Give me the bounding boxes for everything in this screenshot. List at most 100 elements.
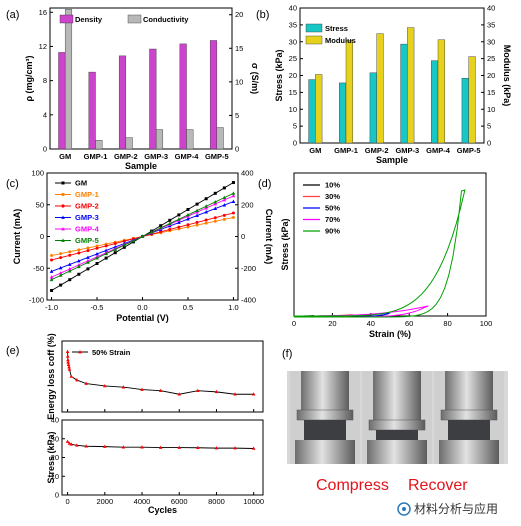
c-ytick-4: 100 (31, 169, 44, 178)
b-ytick-3: 15 (289, 88, 297, 97)
e-bottom-point-11 (214, 446, 219, 450)
b-ytick-0: 0 (293, 139, 297, 148)
c-point-gmp-2-5 (95, 246, 99, 250)
c-point-gmp-5-8 (122, 243, 127, 247)
a-bar-density-2 (118, 55, 127, 150)
e-top-point-13 (158, 388, 163, 392)
platen-head-recovered (440, 409, 498, 421)
platen-head-compressed (368, 419, 426, 431)
e-bottom-ytick-4: 40 (51, 416, 59, 425)
c-ytick-3: 50 (36, 200, 44, 209)
aerogel-sample-compressed (376, 430, 418, 440)
panel-label-b: (b) (256, 9, 269, 21)
a-bar-density-0 (58, 52, 66, 150)
e-bottom-point-4 (84, 444, 88, 448)
c-point-gmp-2-1 (59, 256, 63, 260)
e-legend-marker (78, 350, 82, 354)
d-plot-frame (293, 172, 487, 317)
a-xtick-1: GMP-1 (84, 152, 108, 161)
c-point-gmp-3-1 (58, 265, 63, 270)
b-bar-stress-1 (339, 82, 347, 144)
b-xtick-2: GMP-2 (365, 146, 389, 155)
a-ylabel-right: σ (S/m) (250, 63, 260, 94)
a-ytick-3: 12 (39, 42, 47, 51)
d-legend-label-2: 50% (325, 204, 340, 213)
compression-photos: Compress Recover (287, 371, 508, 494)
e-top-point-9 (84, 381, 88, 385)
lower-platen-initial (295, 440, 355, 464)
d-legend-label-4: 90% (325, 227, 340, 236)
a-ytick-1: 4 (43, 110, 47, 119)
c-point-gmp-3-16 (195, 213, 199, 217)
c-legend-marker-2 (61, 204, 65, 208)
b-legend-swatch-0 (305, 23, 323, 33)
c-xlabel: Potential (V) (116, 313, 169, 323)
e-bottom-point-12 (233, 446, 237, 450)
c-point-gmp-3-7 (113, 244, 118, 249)
a-ytick-0: 0 (43, 145, 47, 154)
c-point-gmp-2-18 (213, 216, 217, 220)
c-point-gmp-2-6 (104, 244, 108, 248)
c-point-gmp-1-15 (186, 225, 190, 229)
a-bar-conductivity-3 (155, 129, 164, 150)
e-top-point-2 (66, 357, 70, 362)
c-point-gm-7 (113, 251, 117, 255)
b-xlabel: Sample (376, 155, 408, 165)
c-point-gmp-1-0 (50, 254, 54, 258)
c-point-gm-0 (50, 288, 54, 292)
c-point-gmp-3-2 (67, 262, 72, 266)
platen-head-initial (296, 409, 354, 421)
b-ytick-8: 40 (289, 4, 297, 13)
e-top-series-line (67, 351, 254, 395)
c-point-gmp-2-3 (77, 251, 81, 255)
c-point-gmp-5-1 (58, 273, 63, 277)
chart-d-stress-strain: 0 20 40 60 80 100 Strain (%) Stress (kPa) 10% 30%… (280, 172, 492, 339)
c-ytick-2: 0 (40, 232, 44, 241)
b-ytick-6: 30 (289, 37, 297, 46)
c-point-gm-13 (168, 218, 172, 222)
c-point-gmp-5-19 (222, 195, 227, 200)
c-point-gmp-3-19 (222, 203, 227, 207)
c-point-gmp-1-17 (204, 221, 208, 225)
c-point-gmp-5-6 (104, 251, 108, 256)
d-xlabel: Strain (%) (369, 329, 411, 339)
a-bar-conductivity-0 (64, 9, 73, 150)
c-point-gmp-3-13 (167, 224, 172, 228)
e-top-point-5 (67, 365, 71, 369)
c-point-gmp-2-17 (204, 218, 208, 222)
e-bottom-ytick-1: 10 (51, 472, 59, 481)
e-bottom-point-0 (65, 439, 70, 443)
e-top-point-16 (214, 389, 219, 394)
e-top-point-0 (65, 349, 70, 353)
b-xtick-4: GMP-4 (426, 146, 451, 155)
c-point-gmp-1-4 (86, 246, 90, 250)
e-bottom-ytick-0: 0 (55, 491, 59, 500)
b-legend-label-0: Stress (325, 24, 348, 33)
c-ytick-1: -50 (33, 264, 44, 273)
panel-label-d: (d) (258, 178, 271, 190)
c-point-gm-20 (231, 181, 235, 185)
b-xtick-5: GMP-5 (457, 146, 481, 155)
a-legend-label-1: Conductivity (143, 15, 189, 24)
c-ytick-right-4: 400 (241, 169, 254, 178)
b-bar-stress-0 (308, 79, 316, 144)
b-ytick-right-1: 5 (487, 122, 491, 131)
d-xtick-0: 0 (292, 319, 296, 328)
a-legend-swatch-1 (127, 14, 142, 24)
c-point-gm-4 (86, 267, 90, 271)
c-point-gmp-5-4 (86, 260, 90, 264)
c-point-gmp-5-18 (213, 199, 218, 204)
d-series-loop-4 (294, 189, 466, 318)
c-ylabel-right: Current (mA) (264, 209, 274, 265)
chart-c-iv-curves: -1.0 -0.5 0.0 0.5 1.0 -100 -50 0 50 100 -400 -200 0 2… (12, 169, 274, 324)
c-point-gmp-2-2 (68, 253, 72, 257)
a-ytick-right-3: 15 (235, 44, 243, 53)
b-ytick-right-7: 35 (487, 20, 495, 29)
c-point-gmp-2-0 (50, 258, 54, 262)
b-ylabel: Stress (kPa) (274, 49, 284, 101)
e-xtick-1: 2000 (96, 497, 113, 506)
b-ylabel-right: Modulus (kPa) (502, 45, 512, 107)
a-xtick-2: GMP-2 (114, 152, 138, 161)
aerogel-sample-recovered (448, 420, 490, 440)
